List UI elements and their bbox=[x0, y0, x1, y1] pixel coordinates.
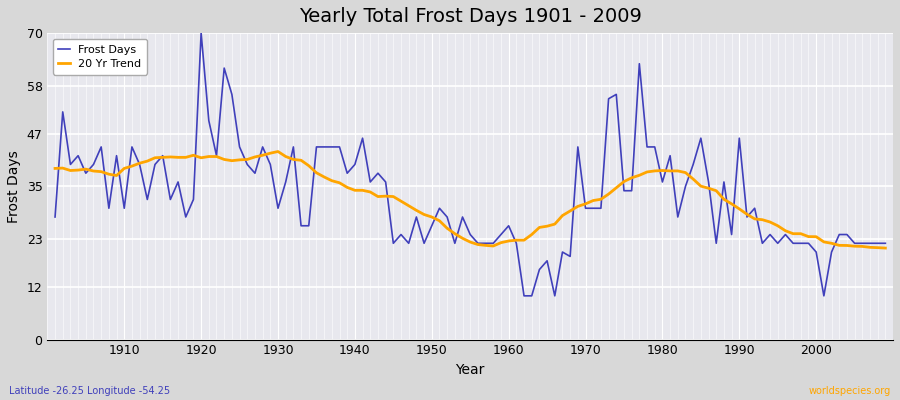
Text: Latitude -26.25 Longitude -54.25: Latitude -26.25 Longitude -54.25 bbox=[9, 386, 170, 396]
Line: Frost Days: Frost Days bbox=[55, 33, 886, 296]
Line: 20 Yr Trend: 20 Yr Trend bbox=[55, 152, 886, 248]
Frost Days bbox=[511, 241, 522, 246]
Frost Days bbox=[112, 153, 122, 158]
Frost Days bbox=[288, 144, 299, 149]
Frost Days bbox=[503, 223, 514, 228]
20 Yr Trend bbox=[288, 157, 299, 162]
20 Yr Trend bbox=[50, 166, 60, 171]
20 Yr Trend bbox=[603, 192, 614, 196]
Y-axis label: Frost Days: Frost Days bbox=[7, 150, 21, 223]
20 Yr Trend bbox=[511, 238, 522, 242]
Frost Days bbox=[195, 31, 206, 36]
Legend: Frost Days, 20 Yr Trend: Frost Days, 20 Yr Trend bbox=[53, 39, 148, 75]
Frost Days bbox=[50, 215, 60, 220]
20 Yr Trend bbox=[880, 246, 891, 250]
20 Yr Trend bbox=[334, 180, 345, 185]
Frost Days bbox=[611, 92, 622, 97]
20 Yr Trend bbox=[273, 149, 284, 154]
Text: worldspecies.org: worldspecies.org bbox=[809, 386, 891, 396]
Frost Days bbox=[334, 144, 345, 149]
Frost Days bbox=[880, 241, 891, 246]
20 Yr Trend bbox=[503, 238, 514, 243]
20 Yr Trend bbox=[112, 173, 122, 178]
Frost Days bbox=[518, 294, 529, 298]
Title: Yearly Total Frost Days 1901 - 2009: Yearly Total Frost Days 1901 - 2009 bbox=[299, 7, 642, 26]
X-axis label: Year: Year bbox=[455, 363, 485, 377]
